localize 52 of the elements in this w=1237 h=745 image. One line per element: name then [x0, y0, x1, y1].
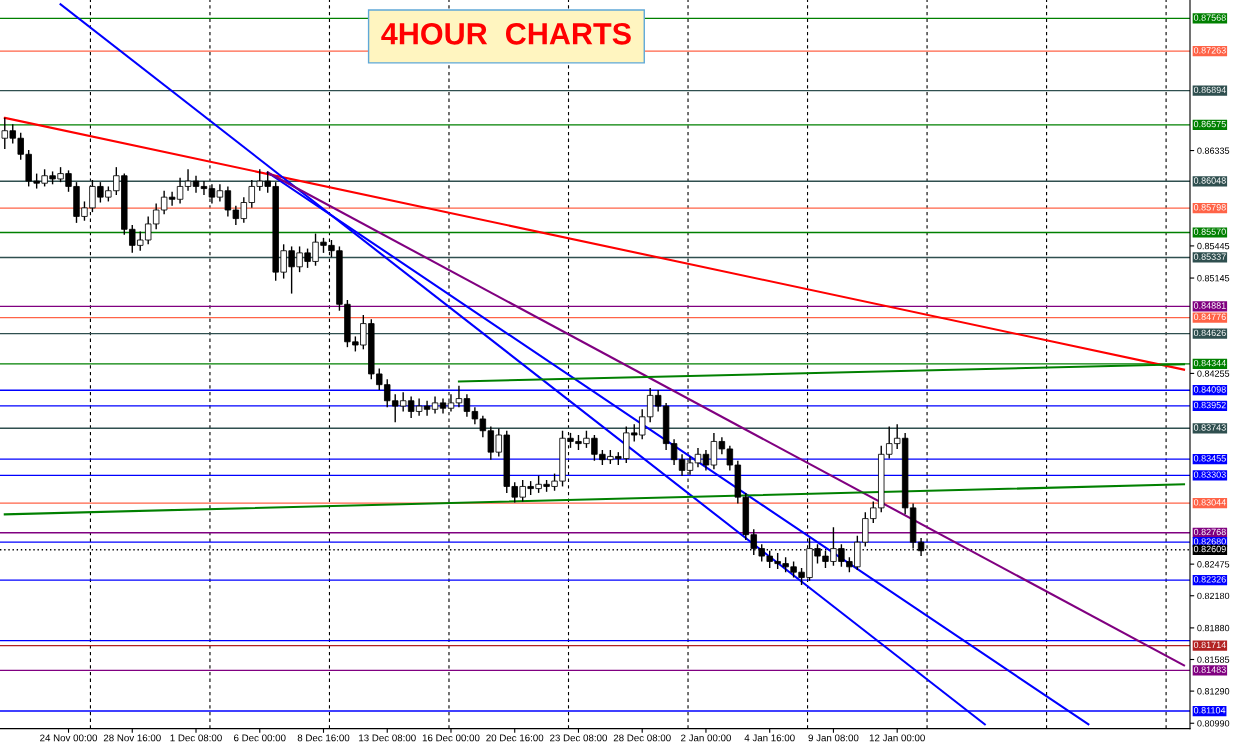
x-tick-label: 28 Dec 08:00 [613, 734, 671, 742]
y-tick-label: 0.84255 [1197, 370, 1230, 377]
y-tick-label: 0.81585 [1197, 656, 1230, 663]
x-tick-label: 8 Dec 16:00 [297, 734, 350, 742]
x-tick-label: 9 Jan 08:00 [808, 734, 859, 742]
ref-line-label: 0.82768 [1193, 528, 1226, 536]
x-tick-label: 28 Nov 16:00 [103, 734, 161, 742]
ref-line-label: 0.84776 [1193, 313, 1226, 321]
candlestick [200, 180, 208, 196]
ref-line-label: 0.83303 [1193, 471, 1226, 478]
x-tick-label: 12 Jan 00:00 [869, 734, 925, 742]
ref-line-label: 0.83455 [1193, 455, 1226, 462]
ref-line-label: 0.84098 [1193, 386, 1226, 393]
ref-line-label: 0.87263 [1193, 47, 1226, 54]
x-tick-label: 1 Dec 08:00 [170, 734, 222, 742]
y-tick-label: 0.85445 [1197, 242, 1230, 250]
ref-line-label: 0.85798 [1193, 204, 1226, 211]
ref-line-label: 0.83743 [1193, 424, 1226, 431]
ref-line-label: 0.84344 [1193, 359, 1226, 367]
y-tick-label: 0.80990 [1197, 720, 1230, 727]
ref-line-label: 0.85570 [1193, 228, 1226, 235]
y-tick-label: 0.81290 [1197, 688, 1230, 695]
y-tick-label: 0.82475 [1197, 561, 1230, 568]
x-tick-label: 6 Dec 00:00 [234, 734, 286, 742]
ref-line-label: 0.86894 [1193, 86, 1226, 94]
text: 4HOUR CHARTS [381, 23, 631, 45]
x-tick-label: 16 Dec 00:00 [422, 734, 480, 742]
y-tick-label: 0.81880 [1197, 624, 1230, 632]
ref-line-label: 0.82680 [1193, 538, 1226, 545]
ref-line-label: 0.81714 [1193, 641, 1226, 649]
candlestick [694, 447, 702, 468]
x-tick-label: 20 Dec 16:00 [486, 734, 544, 742]
x-tick-label: 4 Jan 16:00 [744, 734, 795, 742]
x-tick-label: 24 Nov 00:00 [40, 734, 98, 742]
y-tick-label: 0.86335 [1197, 147, 1230, 154]
x-tick-label: 23 Dec 08:00 [550, 734, 608, 742]
y-tick-label: 0.85145 [1197, 275, 1230, 282]
ref-line-label: 0.83952 [1193, 401, 1226, 409]
x-tick-label: 2 Jan 00:00 [681, 734, 731, 742]
ref-line-label: 0.83044 [1193, 499, 1226, 506]
ref-line-label: 0.84881 [1193, 302, 1226, 309]
x-tick-label: 13 Dec 08:00 [359, 734, 416, 742]
ref-line-label: 0.85337 [1193, 253, 1226, 260]
ref-line-label: 0.86575 [1193, 120, 1226, 128]
y-tick-label: 0.82180 [1197, 592, 1230, 600]
ref-line-label: 0.82326 [1193, 576, 1226, 583]
ref-line-label: 0.81483 [1193, 666, 1226, 673]
ref-line-label: 0.87568 [1193, 14, 1226, 21]
ref-line-label: 0.82609 [1193, 545, 1226, 553]
ref-line-label: 0.86048 [1193, 177, 1226, 184]
ref-line-label: 0.84626 [1193, 329, 1226, 337]
ref-line-label: 0.81104 [1193, 707, 1226, 714]
